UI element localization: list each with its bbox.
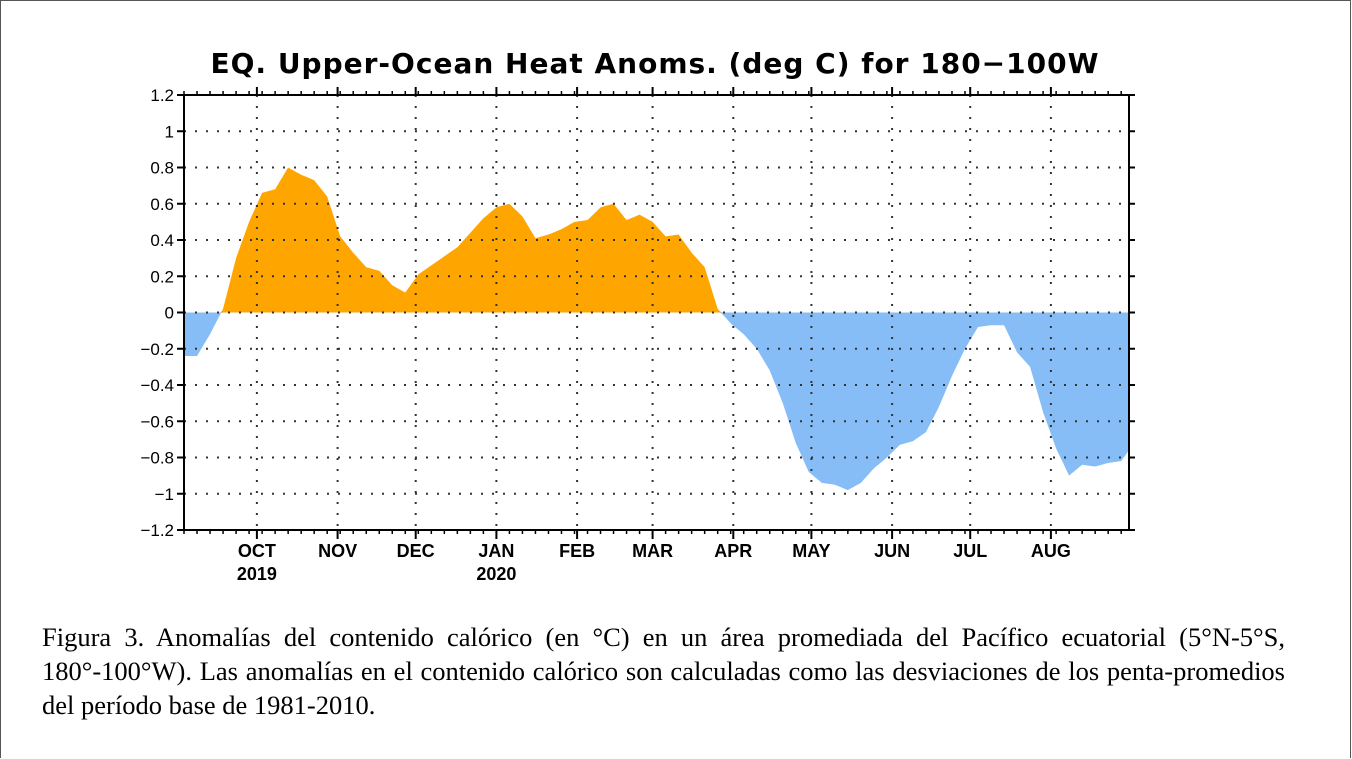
heat-anomaly-chart: EQ. Upper-Ocean Heat Anoms. (deg C) for … xyxy=(140,47,1135,584)
x-tick-label: APR xyxy=(714,541,752,561)
y-tick-label: −0.8 xyxy=(140,449,174,468)
y-tick-label: 1.2 xyxy=(150,86,174,105)
negative-anomaly-area xyxy=(184,312,1129,491)
x-tick-label: DEC xyxy=(397,541,435,561)
x-tick-label: AUG xyxy=(1031,541,1071,561)
y-tick-label: −1 xyxy=(155,485,174,504)
x-year-label: 2020 xyxy=(476,564,516,584)
x-tick-label: JAN xyxy=(478,541,514,561)
y-tick-label: 0.2 xyxy=(150,267,174,286)
x-tick-label: NOV xyxy=(318,541,357,561)
figure-caption: Figura 3. Anomalías del contenido calóri… xyxy=(42,622,1285,720)
x-tick-label: MAR xyxy=(632,541,673,561)
x-tick-label: MAY xyxy=(792,541,830,561)
y-tick-label: −1.2 xyxy=(140,521,174,540)
y-tick-label: 0.8 xyxy=(150,159,174,178)
y-tick-label: 0 xyxy=(165,304,174,323)
x-tick-label: JUN xyxy=(874,541,910,561)
positive-anomaly-area xyxy=(184,167,1129,313)
plot-area: 1.2 1 0.8 0.6 0.4 0.2 0 −0.2 −0.4 −0.6 −0.8 −1 −1.2 O… xyxy=(140,86,1135,584)
x-tick-label: JUL xyxy=(953,541,987,561)
y-tick-label: 0.6 xyxy=(150,195,174,214)
y-tick-label: 0.4 xyxy=(150,231,174,250)
y-tick-label: 1 xyxy=(165,122,174,141)
y-tick-label: −0.4 xyxy=(140,376,174,395)
x-year-label: 2019 xyxy=(237,564,277,584)
chart-title: EQ. Upper-Ocean Heat Anoms. (deg C) for … xyxy=(211,47,1100,80)
x-tick-label: OCT xyxy=(238,541,276,561)
x-tick-label: FEB xyxy=(559,541,595,561)
y-tick-label: −0.2 xyxy=(140,340,174,359)
y-tick-label: −0.6 xyxy=(140,412,174,431)
